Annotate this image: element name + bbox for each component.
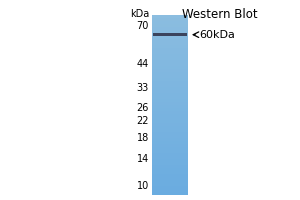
Bar: [152, 180, 188, 183]
Bar: [152, 57, 188, 60]
Text: 26: 26: [136, 103, 149, 113]
Bar: [152, 36, 188, 39]
Bar: [152, 189, 188, 192]
Bar: [152, 30, 188, 33]
Bar: [152, 87, 188, 90]
Bar: [152, 21, 188, 24]
Bar: [152, 144, 188, 147]
Bar: [153, 33, 187, 36]
Bar: [152, 63, 188, 66]
Bar: [152, 84, 188, 87]
Text: kDa: kDa: [130, 9, 149, 19]
Bar: [152, 117, 188, 120]
Bar: [152, 33, 188, 36]
Text: 22: 22: [136, 116, 149, 126]
Bar: [152, 174, 188, 177]
Bar: [152, 192, 188, 195]
Bar: [152, 45, 188, 48]
Bar: [152, 111, 188, 114]
Bar: [152, 177, 188, 180]
Bar: [152, 99, 188, 102]
Bar: [152, 72, 188, 75]
Bar: [152, 132, 188, 135]
Bar: [152, 39, 188, 42]
Bar: [152, 96, 188, 99]
Bar: [152, 27, 188, 30]
Bar: [152, 42, 188, 45]
Bar: [152, 120, 188, 123]
Bar: [152, 60, 188, 63]
Bar: [152, 147, 188, 150]
Bar: [152, 135, 188, 138]
Bar: [152, 66, 188, 69]
Bar: [152, 123, 188, 126]
Bar: [152, 108, 188, 111]
Bar: [152, 51, 188, 54]
Bar: [152, 54, 188, 57]
Bar: [152, 105, 188, 108]
Bar: [152, 171, 188, 174]
Bar: [152, 69, 188, 72]
Text: 44: 44: [137, 59, 149, 69]
Text: Western Blot: Western Blot: [182, 8, 258, 21]
Bar: [152, 48, 188, 51]
Bar: [152, 78, 188, 81]
Bar: [152, 183, 188, 186]
Bar: [152, 186, 188, 189]
Bar: [152, 102, 188, 105]
Bar: [152, 141, 188, 144]
Bar: [152, 129, 188, 132]
Text: 70: 70: [136, 21, 149, 31]
Text: 14: 14: [137, 154, 149, 164]
Bar: [152, 168, 188, 171]
Text: 33: 33: [137, 83, 149, 93]
Bar: [152, 150, 188, 153]
Bar: [152, 165, 188, 168]
Bar: [152, 156, 188, 159]
Bar: [152, 138, 188, 141]
Bar: [152, 159, 188, 162]
Bar: [152, 90, 188, 93]
Bar: [152, 126, 188, 129]
Bar: [152, 114, 188, 117]
Bar: [152, 15, 188, 18]
Bar: [152, 18, 188, 21]
Bar: [152, 162, 188, 165]
Bar: [152, 153, 188, 156]
Bar: [152, 24, 188, 27]
Bar: [152, 75, 188, 78]
Text: 18: 18: [137, 133, 149, 143]
Text: 60kDa: 60kDa: [199, 30, 235, 40]
Bar: [152, 81, 188, 84]
Bar: [152, 93, 188, 96]
Text: 10: 10: [137, 181, 149, 191]
